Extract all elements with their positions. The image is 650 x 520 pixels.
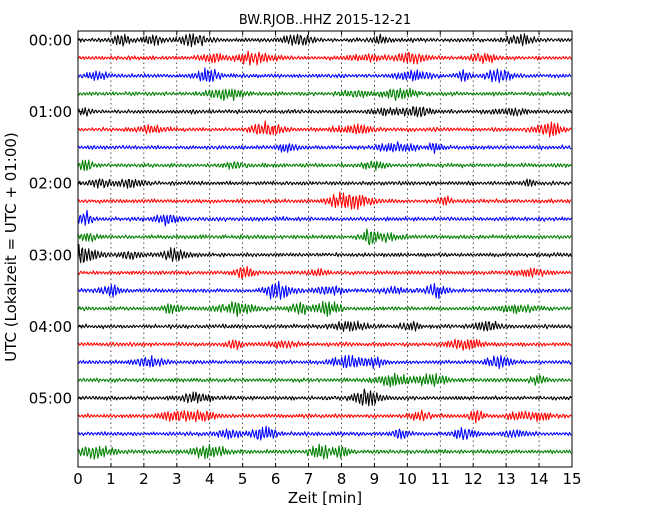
trace-row bbox=[77, 159, 572, 172]
trace-row bbox=[77, 409, 572, 424]
trace-row bbox=[77, 120, 572, 138]
y-tick-label: 02:00 bbox=[29, 175, 72, 193]
x-axis-label: Zeit [min] bbox=[288, 489, 362, 507]
trace-row bbox=[77, 280, 572, 300]
x-tick-label: 14 bbox=[530, 470, 549, 488]
traces bbox=[77, 33, 572, 460]
trace-row bbox=[77, 228, 572, 246]
x-tick-label: 8 bbox=[337, 470, 347, 488]
x-tick-label: 6 bbox=[271, 470, 281, 488]
trace-row bbox=[77, 67, 572, 84]
x-tick-label: 0 bbox=[73, 470, 83, 488]
trace-row bbox=[77, 191, 572, 210]
x-tick-label: 9 bbox=[370, 470, 380, 488]
plot-frame bbox=[77, 30, 573, 468]
trace-row bbox=[77, 106, 572, 118]
x-tick-label: 2 bbox=[139, 470, 149, 488]
chart-title: BW.RJOB..HHZ 2015-12-21 bbox=[239, 13, 411, 28]
trace-row bbox=[77, 425, 572, 441]
x-tick-label: 4 bbox=[205, 470, 215, 488]
trace-row bbox=[77, 243, 572, 264]
trace-row bbox=[77, 33, 572, 48]
x-tick-label: 7 bbox=[304, 470, 314, 488]
x-tick-label: 12 bbox=[464, 470, 483, 488]
y-axis-label: UTC (Lokalzeit = UTC + 01:00) bbox=[2, 132, 20, 362]
trace-row bbox=[77, 87, 572, 102]
y-tick-label: 05:00 bbox=[29, 390, 72, 408]
y-tick-label: 03:00 bbox=[29, 246, 72, 264]
y-tick-label: 00:00 bbox=[29, 32, 72, 50]
grid bbox=[110, 31, 540, 467]
x-tick-label: 10 bbox=[398, 470, 417, 488]
trace-row bbox=[77, 178, 572, 189]
y-tick-label: 01:00 bbox=[29, 103, 72, 121]
x-tick-label: 5 bbox=[238, 470, 248, 488]
trace-row bbox=[77, 141, 572, 154]
trace-row bbox=[77, 209, 572, 227]
y-axis: 00:00 01:00 02:00 03:00 04:00 05:00 bbox=[29, 32, 82, 408]
trace-row bbox=[77, 300, 572, 318]
trace-row bbox=[77, 388, 572, 407]
x-tick-label: 13 bbox=[497, 470, 516, 488]
y-tick-label: 04:00 bbox=[29, 318, 72, 336]
x-tick-label: 3 bbox=[172, 470, 182, 488]
trace-row bbox=[77, 372, 572, 388]
x-axis: 0 1 2 3 4 5 6 7 8 9 10 11 12 13 14 15 bbox=[73, 31, 582, 488]
x-tick-label: 15 bbox=[562, 470, 581, 488]
trace-row bbox=[77, 354, 572, 370]
trace-row bbox=[77, 338, 572, 351]
trace-row bbox=[77, 320, 572, 332]
x-tick-label: 11 bbox=[431, 470, 450, 488]
trace-row bbox=[77, 265, 572, 279]
x-tick-label: 1 bbox=[106, 470, 116, 488]
trace-row bbox=[77, 50, 572, 66]
trace-row bbox=[77, 443, 572, 460]
